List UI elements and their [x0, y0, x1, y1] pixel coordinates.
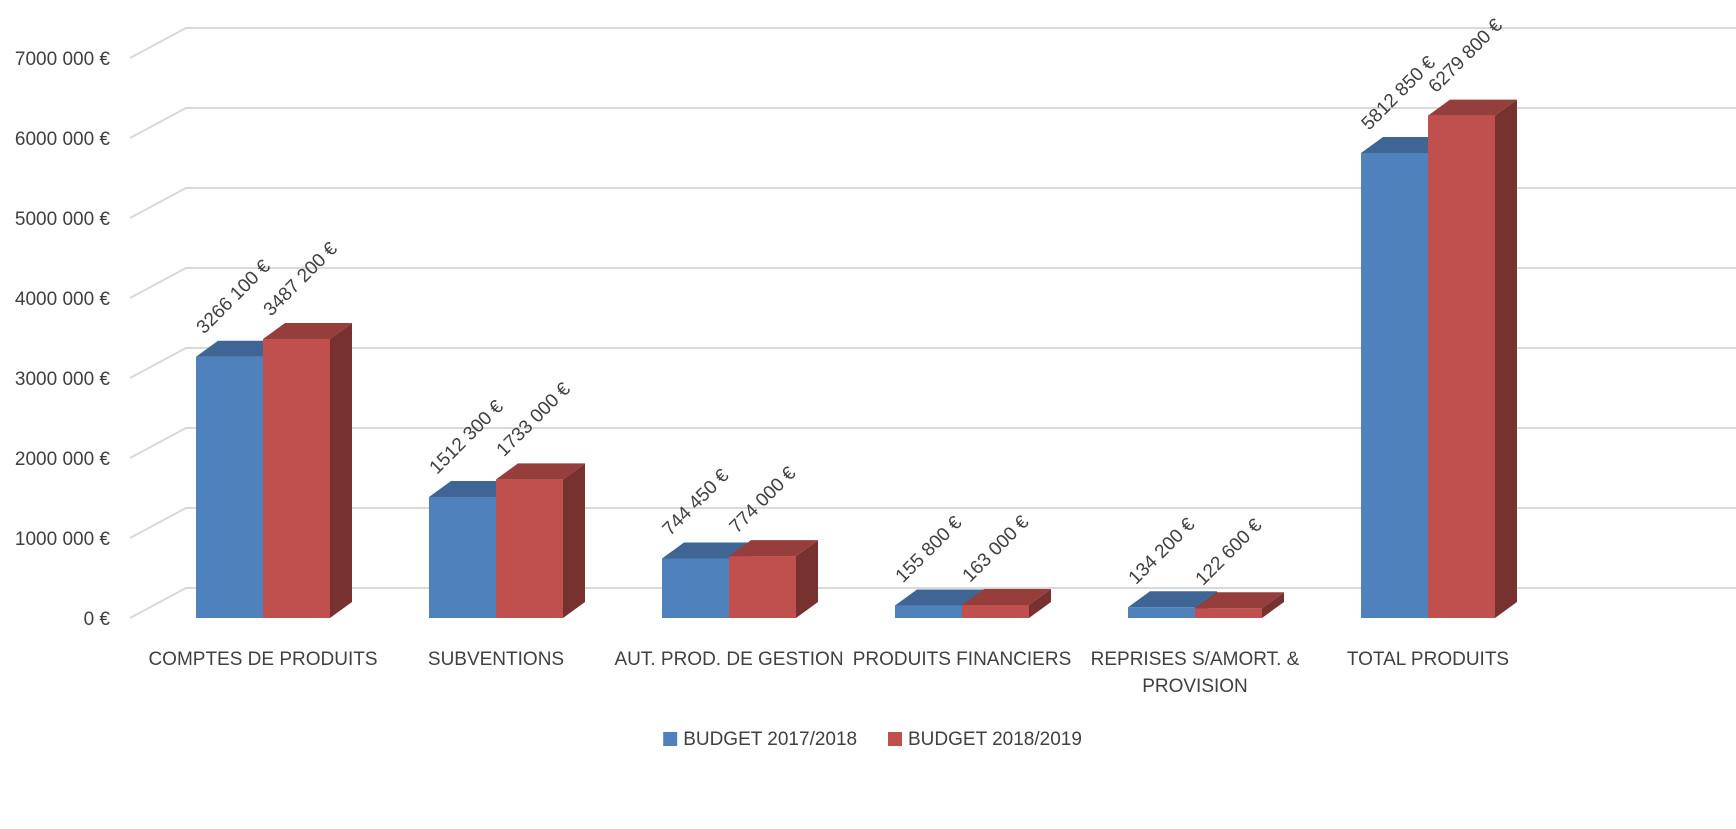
y-tick-label: 6000 000 €: [15, 129, 111, 150]
bar-top: [429, 481, 518, 498]
y-tick-label: 4000 000 €: [15, 289, 111, 310]
bar-top: [729, 540, 818, 557]
bar-front: [895, 605, 962, 618]
category-label: PRODUITS FINANCIERS: [853, 649, 1072, 670]
gridline: [129, 107, 1736, 139]
category-label: SUBVENTIONS: [428, 649, 564, 670]
y-tick-label: 3000 000 €: [15, 369, 111, 390]
bar-top: [895, 589, 984, 606]
bar-front: [962, 604, 1029, 618]
bar-front: [1361, 152, 1428, 619]
y-tick-label: 0 €: [84, 609, 111, 630]
grid: [129, 27, 1736, 619]
bar-top: [962, 588, 1051, 605]
bar-side: [796, 540, 818, 618]
bar: [962, 588, 1051, 618]
bar-top: [196, 340, 285, 357]
bar-front: [729, 556, 796, 618]
y-axis: 0 € 1000 000 € 2000 000 € 3000 000 € 4000 00…: [15, 49, 111, 630]
bar: [263, 323, 352, 618]
bar-front: [429, 497, 496, 618]
gridline: [129, 347, 1736, 379]
category-label: REPRISES S/AMORT. & PROVISION: [1091, 649, 1300, 697]
y-tick-label: 1000 000 €: [15, 529, 111, 550]
category-label: TOTAL PRODUITS: [1347, 649, 1509, 670]
gridline: [129, 507, 1736, 539]
legend-swatch: [888, 732, 902, 746]
bar-front: [496, 479, 563, 618]
data-label: 1512 300 €: [426, 396, 508, 478]
data-label: 122 600 €: [1192, 515, 1267, 590]
bar-top: [496, 463, 585, 480]
bar: [1195, 592, 1284, 618]
legend-item: BUDGET 2017/2018: [663, 729, 857, 750]
category-label: COMPTES DE PRODUITS: [148, 649, 377, 670]
bar: [729, 540, 818, 618]
legend: BUDGET 2017/2018 BUDGET 2018/2019: [663, 729, 1082, 750]
gridline: [129, 267, 1736, 299]
data-label: 134 200 €: [1125, 514, 1200, 589]
y-tick-label: 7000 000 €: [15, 49, 111, 70]
x-axis: COMPTES DE PRODUITS SUBVENTIONS AUT. PROD.…: [148, 649, 1509, 697]
data-label: 774 000 €: [726, 463, 801, 538]
bar: [662, 542, 751, 618]
bar-front: [1195, 608, 1262, 618]
gridline: [129, 187, 1736, 219]
bar-side: [1029, 588, 1051, 618]
bar-top: [263, 323, 352, 340]
bar-side: [330, 323, 352, 618]
bar-front: [263, 339, 330, 618]
y-tick-label: 2000 000 €: [15, 449, 111, 470]
bar-side: [563, 463, 585, 618]
y-tick-label: 5000 000 €: [15, 209, 111, 230]
data-label: 5812 850 €: [1358, 52, 1440, 134]
bar-top: [1428, 99, 1517, 116]
legend-swatch: [663, 732, 678, 746]
gridline: [129, 587, 1736, 619]
data-label: 163 000 €: [959, 512, 1034, 587]
bar-top: [662, 542, 751, 559]
category-label: AUT. PROD. DE GESTION: [614, 649, 843, 670]
bar-front: [196, 356, 263, 618]
bar-front: [1428, 115, 1495, 618]
bar-side: [1262, 592, 1284, 618]
data-label: 1733 000 €: [493, 378, 575, 460]
gridline: [129, 427, 1736, 459]
data-label: 155 800 €: [892, 512, 967, 587]
bar-top: [1361, 136, 1450, 153]
bar: [1428, 99, 1517, 619]
bar-top: [1195, 592, 1284, 609]
data-label: 744 450 €: [659, 465, 734, 540]
bar-top: [1128, 591, 1217, 608]
data-labels: 3266 100 €3487 200 €1512 300 €1733 000 €…: [193, 15, 1507, 590]
data-label: 3487 200 €: [260, 238, 342, 320]
bar: [496, 463, 585, 618]
bars: [196, 99, 1517, 619]
bar-front: [1128, 607, 1195, 618]
legend-item: BUDGET 2018/2019: [888, 729, 1082, 750]
gridline: [129, 27, 1736, 59]
bar-side: [1495, 99, 1517, 619]
legend-label: BUDGET 2018/2019: [908, 729, 1082, 750]
legend-label: BUDGET 2017/2018: [683, 729, 857, 750]
bar-front: [662, 558, 729, 618]
